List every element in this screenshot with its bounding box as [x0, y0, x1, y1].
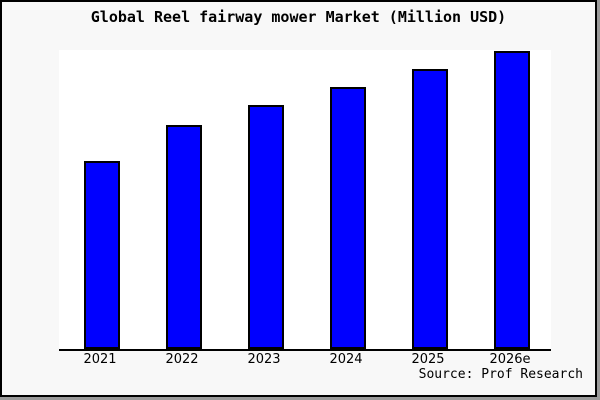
plot-area	[59, 50, 551, 351]
bar-2022	[166, 125, 202, 349]
bar-2021	[84, 161, 120, 349]
x-label-2025: 2025	[411, 352, 445, 367]
bar-2024	[330, 87, 366, 349]
bar-2025	[412, 69, 448, 349]
bar-series	[59, 50, 551, 349]
chart-title: Global Reel fairway mower Market (Millio…	[90, 8, 507, 26]
bar-2023	[248, 105, 284, 349]
x-axis-labels: 2021 2022 2023 2024 2025 2026e	[59, 352, 551, 368]
x-label-2024: 2024	[329, 352, 363, 367]
x-label-2026e: 2026e	[489, 352, 531, 367]
x-label-2022: 2022	[165, 352, 199, 367]
bar-2026e	[494, 51, 530, 349]
x-label-2021: 2021	[83, 352, 117, 367]
x-label-2023: 2023	[247, 352, 281, 367]
source-label: Source: Prof Research	[418, 367, 583, 382]
